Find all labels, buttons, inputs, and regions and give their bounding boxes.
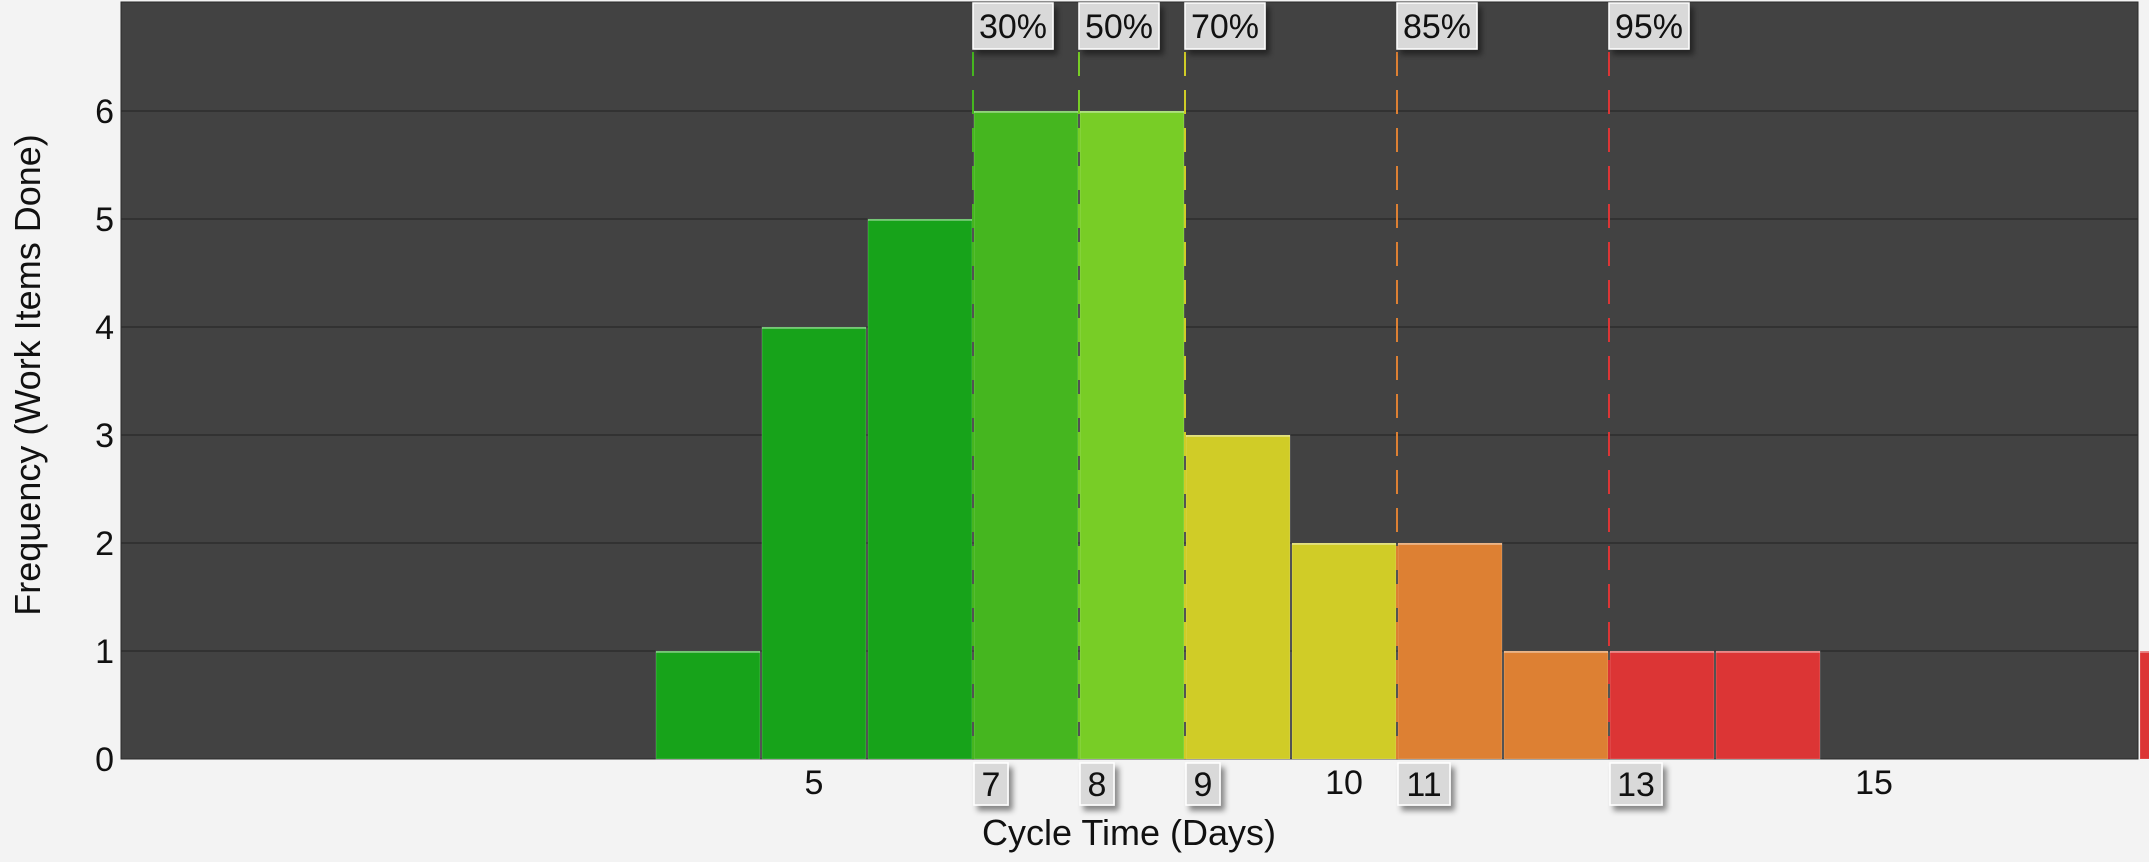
- percentile-tag-box: [972, 2, 1054, 50]
- percentile-tag-label: 95%: [1615, 8, 1683, 46]
- y-tick-label: 6: [95, 93, 114, 131]
- y-tick-label: 4: [95, 309, 114, 347]
- percentile-tag-label: 50%: [1085, 8, 1153, 46]
- y-axis-ticks: 0 1 2 3 4 5 6: [95, 93, 114, 779]
- percentile-tag: 85%: [1396, 2, 1478, 50]
- percentile-marker-box: [1397, 762, 1451, 806]
- histogram-bar: [1185, 434, 1291, 760]
- percentile-marker: 8: [1079, 762, 1115, 806]
- y-axis-title: Frequency (Work Items Done): [7, 134, 48, 615]
- percentile-marker: 13: [1609, 762, 1663, 806]
- percentile-marker-label: 9: [1194, 766, 1213, 804]
- y-tick-label: 1: [95, 633, 114, 671]
- percentile-marker: 11: [1397, 762, 1451, 806]
- percentile-marker: 9: [1185, 762, 1221, 806]
- percentile-tag-box: [1078, 2, 1160, 50]
- percentile-marker-box: [1609, 762, 1663, 806]
- histogram-bar: [1715, 650, 1821, 760]
- histogram-bar: [1609, 650, 1715, 760]
- percentile-marker-label: 8: [1088, 766, 1107, 804]
- percentile-tag: 70%: [1184, 2, 1266, 50]
- y-tick-label: 0: [95, 741, 114, 779]
- percentile-marker-box: [1185, 762, 1221, 806]
- percentile-tag-label: 30%: [979, 8, 1047, 46]
- percentile-tag-label: 70%: [1191, 8, 1259, 46]
- percentile-tag-box: [1396, 2, 1478, 50]
- percentile-tag: 95%: [1608, 2, 1690, 50]
- percentile-tag-box: [1608, 2, 1690, 50]
- percentile-tag: 50%: [1078, 2, 1160, 50]
- percentile-marker-box: [973, 762, 1009, 806]
- percentile-tags: 30% 7 50% 8 70% 9 85% 11 95% 13: [972, 2, 1690, 806]
- histogram-bar: [655, 650, 761, 760]
- percentile-marker-box: [1079, 762, 1115, 806]
- y-tick-label: 5: [95, 201, 114, 239]
- x-tick-label: 5: [805, 764, 824, 802]
- percentile-marker-label: 13: [1617, 766, 1655, 804]
- percentile-lines: [972, 52, 1610, 759]
- percentile-marker: 7: [973, 762, 1009, 806]
- histogram-bar: [2139, 650, 2149, 760]
- histogram-bar: [1291, 542, 1397, 760]
- percentile-tag-box: [1184, 2, 1266, 50]
- histogram-bar: [761, 326, 867, 760]
- histogram-bar: [867, 218, 973, 760]
- x-axis-title: Cycle Time (Days): [982, 812, 1276, 853]
- histogram-bar: [1503, 650, 1609, 760]
- percentile-marker-label: 11: [1406, 766, 1441, 804]
- y-tick-label: 3: [95, 417, 114, 455]
- percentile-tag: 30%: [972, 2, 1054, 50]
- percentile-tag-label: 85%: [1403, 8, 1471, 46]
- histogram-bar: [1079, 110, 1185, 760]
- x-tick-label: 15: [1855, 764, 1893, 802]
- histogram-bar: [973, 110, 1079, 760]
- x-axis-ticks: 5 10 15: [805, 764, 1893, 802]
- percentile-marker-label: 7: [982, 766, 1001, 804]
- x-tick-label: 10: [1325, 764, 1363, 802]
- histogram-bars: [655, 110, 2149, 760]
- histogram-bar: [1397, 542, 1503, 760]
- y-tick-label: 2: [95, 525, 114, 563]
